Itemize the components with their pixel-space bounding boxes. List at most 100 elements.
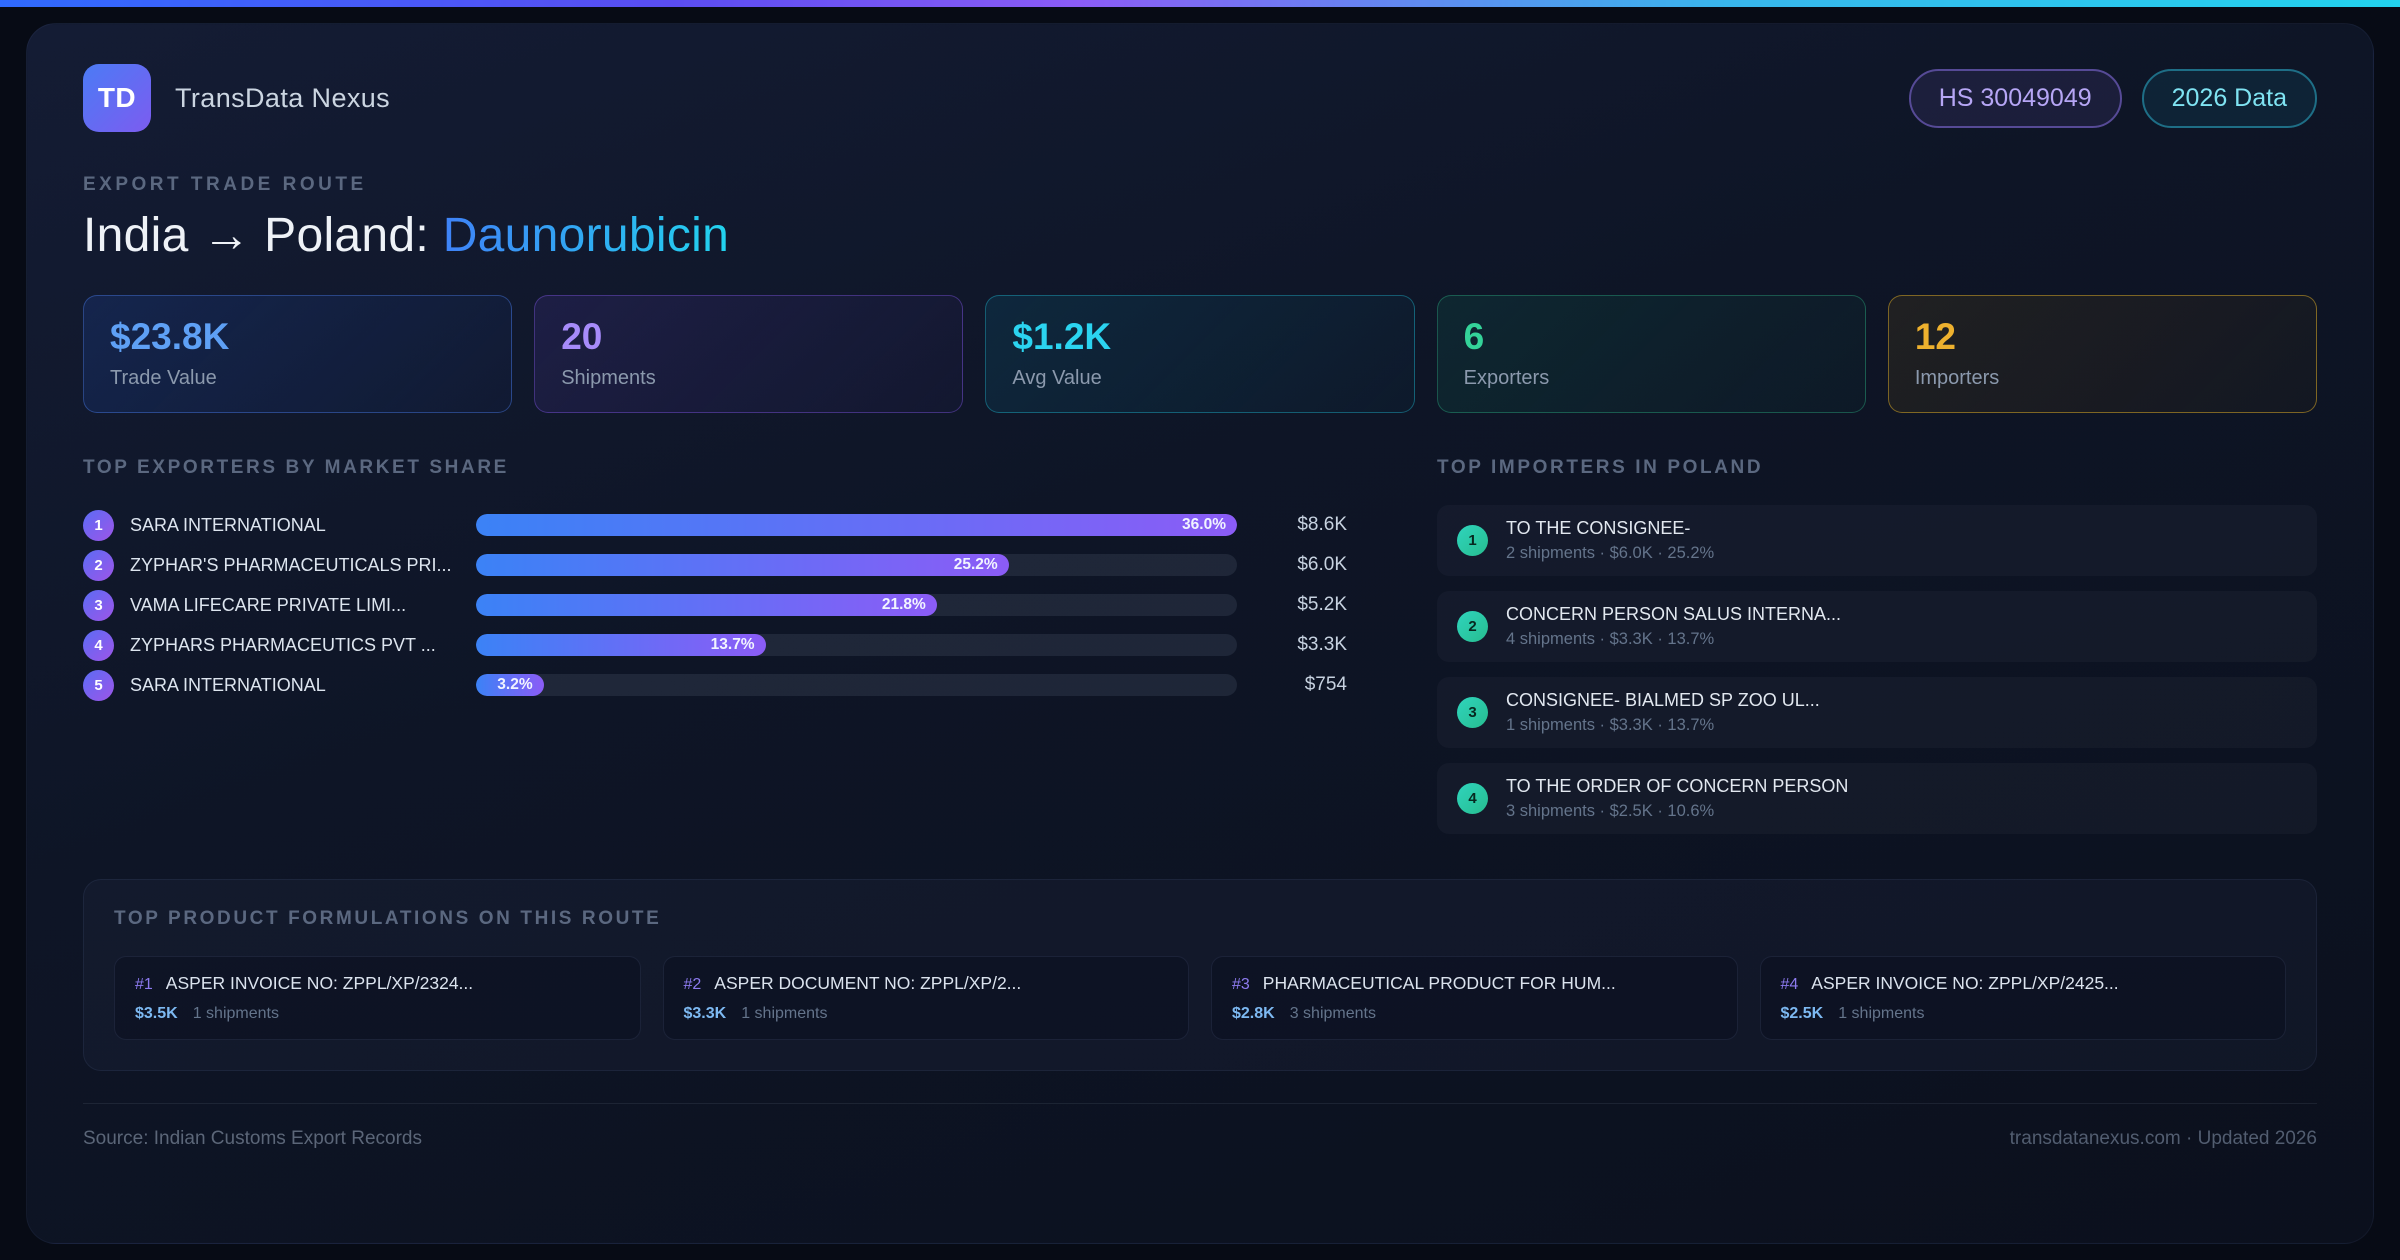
product-card-bottom: $3.5K 1 shipments: [135, 1005, 620, 1023]
exporters-section: TOP EXPORTERS BY MARKET SHARE 1 SARA INT…: [83, 457, 1347, 705]
stat-value: 6: [1463, 316, 1485, 357]
stat-value: 12: [1914, 316, 1956, 357]
product-card-top: #4 ASPER INVOICE NO: ZPPL/XP/2425...: [1781, 973, 2266, 994]
page-title-prefix: India → Poland:: [83, 209, 443, 262]
product-shipments: 1 shipments: [192, 1005, 279, 1022]
stat-label: Exporters: [1463, 367, 1550, 389]
market-share-bar-fill: 13.7%: [476, 634, 766, 656]
market-share-percent: 36.0%: [1182, 516, 1226, 533]
importer-rank-badge: 4: [1457, 783, 1488, 814]
app-name: TransData Nexus: [175, 82, 391, 113]
product-name: ASPER INVOICE NO: ZPPL/XP/2324...: [165, 973, 474, 993]
importer-info: CONSIGNEE- BIALMED SP ZOO UL... 1 shipme…: [1506, 690, 1820, 735]
market-share-bar-track: 36.0%: [476, 514, 1237, 536]
products-heading: TOP PRODUCT FORMULATIONS ON THIS ROUTE: [114, 908, 662, 929]
product-card-top: #2 ASPER DOCUMENT NO: ZPPL/XP/2...: [684, 973, 1169, 994]
exporter-value: $6.0K: [1297, 554, 1347, 575]
product-rank: #4: [1780, 976, 1799, 993]
exporters-heading: TOP EXPORTERS BY MARKET SHARE: [83, 457, 509, 478]
product-card-bottom: $3.3K 1 shipments: [684, 1005, 1169, 1023]
route-eyebrow: EXPORT TRADE ROUTE: [83, 174, 367, 195]
product-card-bottom: $2.5K 1 shipments: [1781, 1005, 2266, 1023]
market-share-bar-track: 13.7%: [476, 634, 1237, 656]
product-rank: #2: [683, 976, 702, 993]
stat-card-shipments: 20 Shipments: [534, 295, 964, 413]
market-share-bar-fill: 25.2%: [476, 554, 1009, 576]
footer: Source: Indian Customs Export Records tr…: [83, 1103, 2317, 1150]
exporter-name: ZYPHARS PHARMACEUTICS PVT ...: [130, 634, 436, 655]
page-title-product: Daunorubicin: [442, 209, 730, 262]
exporter-value: $754: [1304, 674, 1347, 695]
stat-label: Trade Value: [110, 367, 217, 389]
exporter-row: 1 SARA INTERNATIONAL 36.0% $8.6K: [83, 505, 1347, 545]
app-logo: TD: [83, 64, 151, 132]
product-name: PHARMACEUTICAL PRODUCT FOR HUM...: [1262, 973, 1616, 993]
market-share-percent: 25.2%: [953, 556, 998, 573]
importer-card: 4 TO THE ORDER OF CONCERN PERSON 3 shipm…: [1437, 763, 2317, 834]
importer-info: TO THE ORDER OF CONCERN PERSON 3 shipmen…: [1506, 776, 1848, 821]
year-data-badge[interactable]: 2026 Data: [2141, 68, 2317, 128]
product-name: ASPER DOCUMENT NO: ZPPL/XP/2...: [714, 973, 1022, 993]
product-card: #2 ASPER DOCUMENT NO: ZPPL/XP/2... $3.3K…: [662, 956, 1189, 1040]
importers-section: TOP IMPORTERS IN POLAND 1 TO THE CONSIGN…: [1437, 457, 2317, 849]
product-value: $2.5K: [1780, 1005, 1824, 1022]
product-card: #3 PHARMACEUTICAL PRODUCT FOR HUM... $2.…: [1211, 956, 1738, 1040]
stat-card-importers: 12 Importers: [1887, 295, 2318, 413]
exporter-name: SARA INTERNATIONAL: [130, 514, 326, 535]
stat-card-exporters: 6 Exporters: [1436, 295, 1866, 413]
importer-name: TO THE ORDER OF CONCERN PERSON: [1506, 776, 1849, 796]
market-share-percent: 3.2%: [497, 676, 533, 693]
header-badges: HS 30049049 2026 Data: [1908, 68, 2317, 128]
importer-info: CONCERN PERSON SALUS INTERNA... 4 shipme…: [1506, 604, 1841, 649]
exporter-row: 5 SARA INTERNATIONAL 3.2% $754: [83, 665, 1347, 705]
importers-heading: TOP IMPORTERS IN POLAND: [1437, 457, 1764, 478]
market-share-bar-fill: 21.8%: [476, 594, 937, 616]
importer-rank-badge: 1: [1457, 525, 1488, 556]
main-columns: TOP EXPORTERS BY MARKET SHARE 1 SARA INT…: [83, 457, 2317, 849]
footer-site: transdatanexus.com · Updated 2026: [2009, 1128, 2317, 1149]
stat-value: $1.2K: [1012, 316, 1112, 357]
importer-info: TO THE CONSIGNEE- 2 shipments · $6.0K · …: [1506, 518, 1714, 563]
stat-value: $23.8K: [110, 316, 230, 357]
importer-card: 1 TO THE CONSIGNEE- 2 shipments · $6.0K …: [1437, 505, 2317, 576]
product-rank: #3: [1232, 976, 1250, 993]
market-share-bar-fill: 3.2%: [476, 674, 544, 696]
dashboard-panel: TD TransData Nexus HS 30049049 2026 Data…: [26, 23, 2374, 1244]
product-shipments: 3 shipments: [1289, 1005, 1376, 1022]
importer-meta: 4 shipments · $3.3K · 13.7%: [1506, 630, 1715, 648]
importer-meta: 3 shipments · $2.5K · 10.6%: [1506, 802, 1715, 820]
importer-card: 2 CONCERN PERSON SALUS INTERNA... 4 ship…: [1437, 591, 2317, 662]
importer-name: TO THE CONSIGNEE-: [1506, 518, 1691, 538]
exporter-row: 2 ZYPHAR'S PHARMACEUTICALS PRI... 25.2% …: [83, 545, 1347, 585]
exporter-rank-badge: 5: [83, 669, 114, 701]
importer-name: CONSIGNEE- BIALMED SP ZOO UL...: [1506, 690, 1820, 710]
footer-source: Source: Indian Customs Export Records: [83, 1128, 422, 1149]
exporter-name: SARA INTERNATIONAL: [130, 674, 326, 695]
importer-card: 3 CONSIGNEE- BIALMED SP ZOO UL... 1 ship…: [1437, 677, 2317, 748]
exporter-rank-badge: 1: [83, 509, 114, 541]
product-card-bottom: $2.8K 3 shipments: [1232, 1005, 1717, 1023]
exporter-row: 4 ZYPHARS PHARMACEUTICS PVT ... 13.7% $3…: [83, 625, 1347, 665]
stat-label: Shipments: [561, 367, 656, 389]
market-share-percent: 13.7%: [710, 636, 755, 653]
product-shipments: 1 shipments: [1838, 1005, 1925, 1022]
page-title: India → Poland: Daunorubicin: [83, 208, 2317, 263]
exporter-rank-badge: 4: [83, 629, 114, 661]
market-share-bar-fill: 36.0%: [476, 514, 1237, 536]
product-value: $2.8K: [1232, 1005, 1275, 1022]
market-share-bar-track: 21.8%: [476, 594, 1237, 616]
importer-rank-badge: 3: [1457, 697, 1488, 728]
exporter-value: $5.2K: [1297, 594, 1347, 615]
product-value: $3.3K: [683, 1005, 727, 1022]
exporter-rank-badge: 3: [83, 589, 114, 621]
hs-code-badge[interactable]: HS 30049049: [1908, 68, 2122, 128]
stat-value: 20: [561, 316, 603, 357]
importer-name: CONCERN PERSON SALUS INTERNA...: [1506, 604, 1842, 624]
market-share-percent: 21.8%: [881, 596, 926, 613]
exporter-name: VAMA LIFECARE PRIVATE LIMI...: [130, 594, 407, 615]
product-cards: #1 ASPER INVOICE NO: ZPPL/XP/2324... $3.…: [114, 956, 2286, 1040]
stat-cards: $23.8K Trade Value 20 Shipments $1.2K Av…: [83, 295, 2318, 413]
stat-label: Importers: [1914, 367, 2000, 389]
market-share-bar-track: 25.2%: [476, 554, 1237, 576]
importer-rank-badge: 2: [1457, 611, 1488, 642]
